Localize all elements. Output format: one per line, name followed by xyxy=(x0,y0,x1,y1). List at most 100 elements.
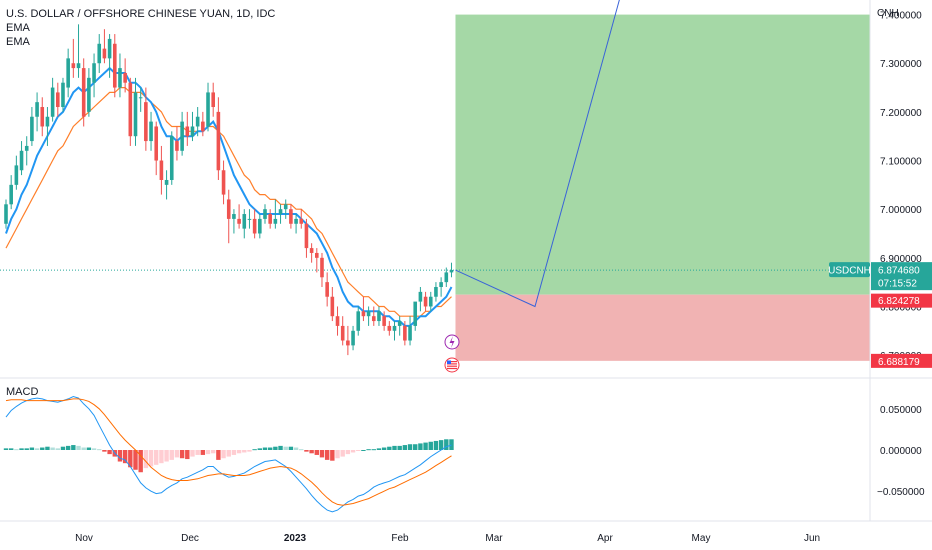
macd-histogram-bar xyxy=(195,450,200,455)
macd-histogram-bar xyxy=(428,441,433,450)
candle-body xyxy=(9,184,13,205)
macd-histogram-bar xyxy=(3,448,9,450)
candle-body xyxy=(335,316,340,326)
macd-histogram-bar xyxy=(133,450,138,470)
candle xyxy=(164,170,169,200)
ema-legend-2[interactable]: EMA xyxy=(6,36,30,48)
candle xyxy=(133,77,138,146)
candle xyxy=(268,209,272,229)
macd-histogram-bar xyxy=(278,445,283,450)
macd-histogram-bar xyxy=(319,450,325,458)
macd-histogram-bar xyxy=(50,447,55,450)
candle-body xyxy=(112,43,117,88)
candle xyxy=(97,34,102,73)
macd-histogram-bar xyxy=(293,447,299,450)
candle xyxy=(346,325,350,356)
time-axis-label: Feb xyxy=(391,533,409,544)
candle-body xyxy=(30,116,34,142)
candle-body xyxy=(315,252,319,258)
candle xyxy=(45,107,50,146)
macd-histogram-bar xyxy=(24,448,29,450)
flash-icon-bolt xyxy=(449,336,455,348)
projection-line xyxy=(455,0,620,308)
macd-histogram-bar xyxy=(366,449,371,451)
candle xyxy=(309,243,314,263)
price-axis-tick: 7.400000 xyxy=(880,11,922,22)
macd-histogram-bar xyxy=(392,445,397,450)
macd-histogram-bar xyxy=(164,450,169,462)
macd-histogram-bar xyxy=(60,446,66,450)
flag-icon-stripe xyxy=(447,365,457,367)
macd-histogram-bar xyxy=(304,450,309,452)
candle-body xyxy=(294,218,298,224)
us-flag-icon[interactable] xyxy=(444,357,460,373)
candle-body xyxy=(211,92,215,108)
candle-body xyxy=(289,209,293,224)
candle xyxy=(19,141,24,176)
candle-body xyxy=(252,218,257,234)
macd-histogram-bar xyxy=(288,446,294,450)
candle xyxy=(102,29,107,64)
candle xyxy=(403,321,407,346)
macd-histogram-bar xyxy=(324,450,330,460)
chart-title[interactable]: U.S. DOLLAR / OFFSHORE CHINESE YUAN, 1D,… xyxy=(6,8,276,20)
macd-histogram-bar xyxy=(299,449,304,451)
candle xyxy=(159,145,164,195)
time-axis-label: Dec xyxy=(181,533,199,544)
candle xyxy=(92,53,96,98)
candle-body xyxy=(304,223,309,249)
macd-histogram-bar xyxy=(381,447,387,450)
candle-body xyxy=(216,111,221,171)
candle-body xyxy=(76,63,81,69)
candle xyxy=(392,321,397,341)
candle xyxy=(335,306,340,336)
macd-histogram-bar xyxy=(309,450,314,454)
loss-zone xyxy=(455,294,870,361)
candle-body xyxy=(81,68,86,117)
candle-body xyxy=(403,325,407,341)
candle xyxy=(377,306,381,326)
macd-histogram-bar xyxy=(257,448,263,450)
macd-histogram-bar xyxy=(330,450,335,461)
candle xyxy=(340,316,345,346)
candle xyxy=(232,209,236,234)
macd-legend[interactable]: MACD xyxy=(6,386,39,398)
candle xyxy=(206,82,210,132)
candle xyxy=(40,97,45,137)
macd-axis-tick: 0.000000 xyxy=(880,446,922,457)
candle-body xyxy=(242,214,247,229)
candle-body xyxy=(366,311,371,317)
candle xyxy=(118,53,122,98)
macd-histogram-bar xyxy=(128,450,133,468)
macd-histogram-bar xyxy=(185,450,190,460)
candle xyxy=(413,301,418,331)
candle-body xyxy=(237,218,241,224)
ema-legend-1[interactable]: EMA xyxy=(6,22,30,34)
macd-histogram-bar xyxy=(444,439,449,450)
flash-icon[interactable] xyxy=(444,334,460,350)
macd-histogram-bar xyxy=(242,450,247,453)
macd-axis-tick: 0.050000 xyxy=(880,405,922,416)
price-axis-tick: 7.100000 xyxy=(880,157,922,168)
candle-body xyxy=(221,170,226,195)
last-price-tag: 6.874680 xyxy=(878,266,920,277)
flag-icon-canton xyxy=(447,360,451,364)
candle xyxy=(247,209,252,229)
candle xyxy=(128,77,133,146)
candle-body xyxy=(263,209,267,219)
macd-histogram-bar xyxy=(340,450,345,457)
macd-histogram-bar xyxy=(107,450,112,455)
macd-histogram-bar xyxy=(418,443,423,450)
candle xyxy=(366,306,371,326)
macd-histogram-bar xyxy=(356,450,361,451)
chart-icons[interactable] xyxy=(444,334,460,373)
candle-body xyxy=(428,296,433,307)
symbol-tag: USDCNH xyxy=(828,266,871,277)
macd-histogram-bar xyxy=(159,450,164,464)
position-zones xyxy=(455,14,870,361)
candle xyxy=(76,24,81,78)
candle xyxy=(258,214,262,239)
macd-histogram-bar xyxy=(273,446,278,450)
candle-body xyxy=(283,204,288,210)
